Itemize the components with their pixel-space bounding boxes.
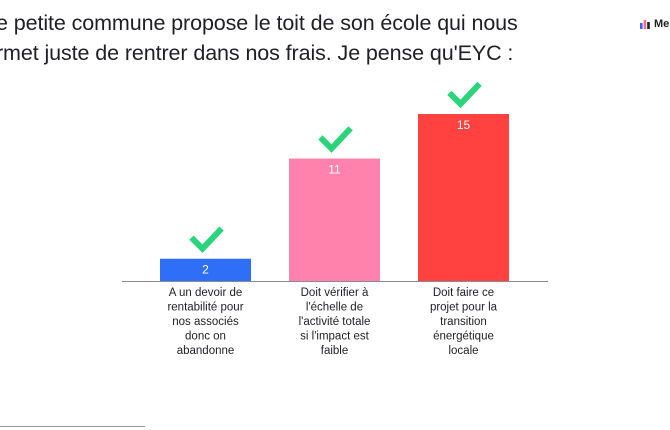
category-label: A un devoir de rentabilité pour nos associ…	[167, 287, 243, 357]
bar	[289, 158, 380, 281]
category-label: Doit faire ce projet pour la transition éne…	[430, 287, 498, 357]
bar-value-label: 2	[202, 263, 209, 277]
category-label-line: A un devoir de	[169, 287, 243, 299]
bar	[160, 258, 251, 281]
slide-title-line-2: rmet juste de rentrer dans nos frais. Je…	[0, 41, 514, 65]
category-label-line: l'échelle de	[306, 302, 363, 314]
category-label-line: Doit vérifier à	[301, 287, 369, 299]
checkmark-icon	[189, 226, 224, 254]
mentimeter-logo-icon	[640, 20, 650, 29]
category-label-line: projet pour la	[430, 302, 498, 314]
category-label-line: si l'impact est	[300, 331, 369, 343]
footer-divider	[0, 426, 145, 427]
category-label-line: rentabilité pour	[167, 302, 243, 314]
bar-value-label: 11	[328, 163, 341, 177]
category-label-line: faible	[321, 345, 349, 357]
category-label-line: énergétique	[433, 331, 494, 343]
bar-value-label: 15	[457, 118, 471, 132]
slide-title: e petite commune propose le toit de son …	[0, 8, 636, 68]
category-label-line: nos associés	[172, 316, 239, 328]
slide-title-line-1: e petite commune propose le toit de son …	[0, 11, 518, 35]
bar	[418, 114, 509, 281]
checkmark-icon	[318, 126, 353, 153]
category-label: Doit vérifier à l'échelle de l'activité to…	[299, 287, 371, 357]
category-label-line: abandonne	[177, 345, 235, 357]
category-label-line: locale	[448, 345, 478, 357]
category-label-line: Doit faire ce	[433, 287, 494, 299]
checkmark-icon	[447, 81, 482, 109]
brand: Men	[640, 17, 670, 31]
category-label-line: transition	[440, 316, 487, 328]
category-label-line: l'activité totale	[299, 316, 371, 328]
brand-name: Men	[654, 18, 670, 30]
category-label-line: donc on	[185, 331, 226, 343]
